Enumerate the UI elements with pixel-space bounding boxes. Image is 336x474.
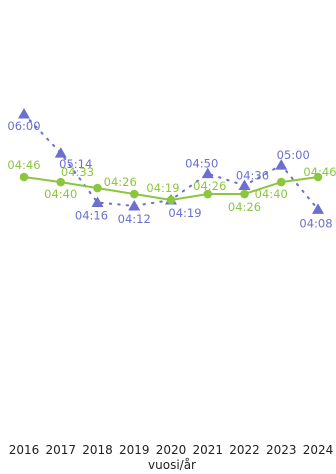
x-tick-label: 2019 xyxy=(119,443,150,457)
data-label: 04:33 xyxy=(61,165,94,179)
data-point-circle xyxy=(313,172,323,182)
data-label: 04:46 xyxy=(7,158,40,172)
x-tick-label: 2023 xyxy=(266,443,297,457)
data-point-triangle xyxy=(201,167,214,179)
data-label: 04:26 xyxy=(104,175,137,189)
series-layer xyxy=(18,108,324,214)
data-label-layer: 06:00 05:14 04:16 04:12 04:19 04:50 04:36 05:00… xyxy=(7,119,336,230)
data-label: 04:08 xyxy=(299,216,332,230)
data-point-triangle xyxy=(275,159,288,170)
data-label: 04:40 xyxy=(255,187,288,201)
data-point-circle xyxy=(93,183,102,193)
x-tick-label: 2018 xyxy=(82,443,113,457)
data-label: 04:19 xyxy=(146,181,179,195)
data-label: 05:14 xyxy=(59,157,92,171)
series-2 xyxy=(19,172,323,205)
x-tick-label: 2024 xyxy=(303,443,334,457)
x-tick-labels: 2016 2017 2018 2019 2020 2021 2022 2023 2024 xyxy=(9,443,334,457)
data-label: 04:50 xyxy=(185,157,218,171)
data-point-circle xyxy=(129,189,139,199)
data-label: 04:19 xyxy=(168,206,201,220)
x-tick-label: 2022 xyxy=(229,443,260,457)
data-point-triangle xyxy=(54,147,67,158)
data-point-triangle xyxy=(312,203,324,214)
data-point-triangle xyxy=(238,179,251,191)
data-point-circle xyxy=(56,177,66,187)
data-label: 04:12 xyxy=(118,212,151,226)
data-label: 04:16 xyxy=(75,209,108,223)
data-point-triangle xyxy=(91,196,104,208)
data-label: 04:26 xyxy=(228,200,261,214)
data-label: 04:26 xyxy=(193,179,226,193)
data-label: 04:36 xyxy=(236,169,269,183)
x-axis-title: vuosi/år xyxy=(148,458,196,472)
x-tick-label: 2021 xyxy=(192,443,223,457)
data-label: 06:00 xyxy=(7,119,40,133)
x-tick-label: 2016 xyxy=(9,443,40,457)
data-label: 04:46 xyxy=(303,165,336,179)
data-point-triangle xyxy=(18,108,30,119)
data-point-circle xyxy=(276,177,286,187)
data-point-circle xyxy=(19,172,29,182)
data-label: 04:40 xyxy=(44,187,77,201)
data-point-triangle xyxy=(128,199,141,211)
data-label: 05:00 xyxy=(277,148,310,162)
data-point-circle xyxy=(240,189,249,199)
data-point-circle xyxy=(203,189,213,199)
x-tick-label: 2020 xyxy=(156,443,187,457)
data-point-circle xyxy=(166,195,176,205)
x-tick-label: 2017 xyxy=(45,443,76,457)
